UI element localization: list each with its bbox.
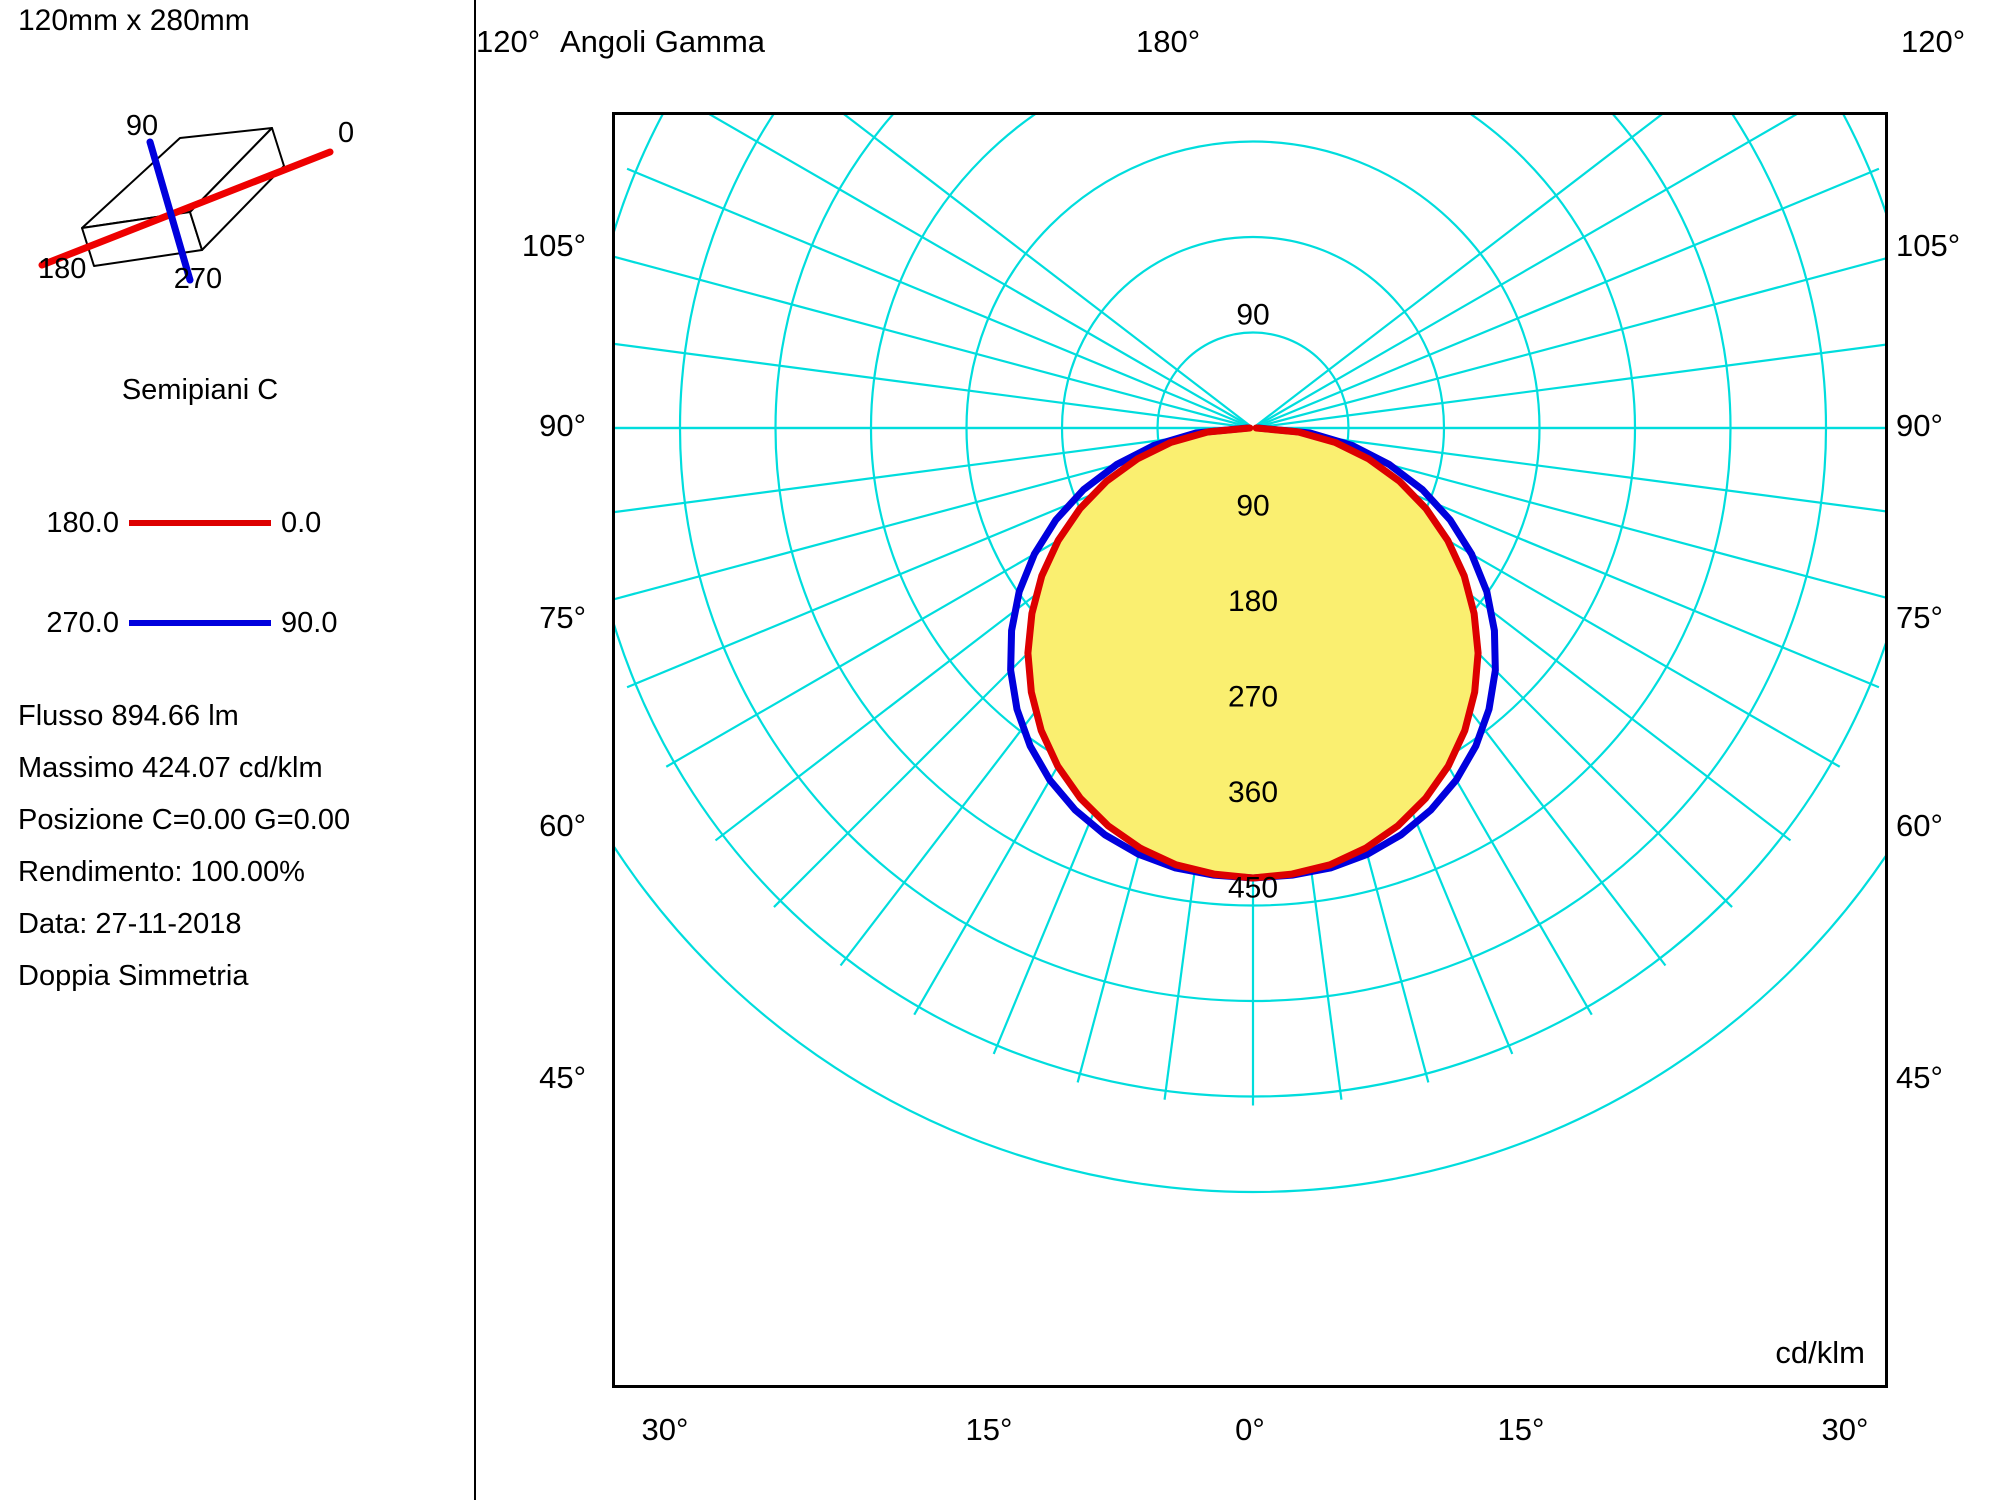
panel-divider bbox=[474, 0, 476, 1500]
axis-left-label-105: 105° bbox=[521, 228, 586, 263]
ring-label-360: 360 bbox=[1228, 776, 1278, 809]
polar-plot-svg: 90 180 270 360 450 90 bbox=[615, 115, 1885, 1193]
legend-item-c180-c0: 180.0 0.0 bbox=[0, 503, 400, 543]
c0-axis-line bbox=[38, 148, 334, 269]
axis-right-label-75: 75° bbox=[1896, 600, 1943, 635]
polar-distribution-curves bbox=[1007, 424, 1499, 882]
ring-label-90: 90 bbox=[1236, 490, 1269, 523]
info-rendimento: Rendimento: 100.00% bbox=[18, 856, 305, 888]
info-panel: 120mm x 280mm 90 0 1 bbox=[0, 0, 475, 1500]
luminaire-label-0: 0 bbox=[338, 117, 354, 149]
header-left-angle: 120° bbox=[476, 24, 541, 59]
legend-left-label: 270.0 bbox=[46, 606, 119, 639]
luminaire-label-90: 90 bbox=[126, 110, 158, 142]
info-flusso: Flusso 894.66 lm bbox=[18, 700, 239, 732]
axis-left-label-60: 60° bbox=[539, 808, 586, 843]
header-right-angle: 120° bbox=[1901, 24, 1966, 59]
header-center-angle: 180° bbox=[1136, 24, 1201, 59]
semipiani-title: Semipiani C bbox=[121, 374, 279, 406]
axis-right-label-60: 60° bbox=[1896, 808, 1943, 843]
info-massimo: Massimo 424.07 cd/klm bbox=[18, 752, 323, 784]
polar-ring-labels: 90 180 270 360 450 90 bbox=[1228, 299, 1278, 905]
luminaire-label-180: 180 bbox=[38, 253, 86, 285]
legend-line-swatch-red bbox=[129, 520, 271, 526]
info-data: Data: 27-11-2018 bbox=[18, 908, 242, 940]
luminaire-label-270: 270 bbox=[174, 263, 222, 290]
dimension-label: 120mm x 280mm bbox=[18, 4, 250, 37]
polar-chart-panel: 120° Angoli Gamma 180° 120° 105° 90° 75°… bbox=[476, 0, 2000, 1500]
ring-label-180: 180 bbox=[1228, 585, 1278, 618]
legend-left-label: 180.0 bbox=[46, 506, 119, 539]
axis-bottom-label-15r: 15° bbox=[1497, 1412, 1545, 1447]
legend-right-label: 90.0 bbox=[281, 606, 338, 639]
c90-axis-line bbox=[146, 138, 194, 284]
legend-item-c270-c90: 270.0 90.0 bbox=[0, 603, 400, 643]
ring-label-270: 270 bbox=[1228, 681, 1278, 714]
info-simmetria: Doppia Simmetria bbox=[18, 960, 249, 992]
axis-left-label-90: 90° bbox=[539, 408, 586, 443]
photometric-info-block: Flusso 894.66 lm Massimo 424.07 cd/klm P… bbox=[18, 700, 458, 1012]
unit-label: cd/klm bbox=[1775, 1335, 1865, 1370]
axis-bottom-label-15l: 15° bbox=[965, 1412, 1013, 1447]
chart-title: Angoli Gamma bbox=[560, 24, 766, 59]
info-posizione: Posizione C=0.00 G=0.00 bbox=[18, 804, 351, 836]
luminaire-diagram: 90 0 180 270 bbox=[30, 100, 370, 295]
axis-right-label-45: 45° bbox=[1896, 1060, 1943, 1095]
polar-plot-area: 90 180 270 360 450 90 cd/klm bbox=[612, 112, 1888, 1388]
axis-bottom-label-30r: 30° bbox=[1821, 1412, 1869, 1447]
axis-right-label-90: 90° bbox=[1896, 408, 1943, 443]
axis-left-label-75: 75° bbox=[539, 600, 586, 635]
ring-label-450: 450 bbox=[1228, 872, 1278, 905]
axis-right-label-105: 105° bbox=[1896, 228, 1961, 263]
axis-left-label-45: 45° bbox=[539, 1060, 586, 1095]
ring-label-top-90: 90 bbox=[1236, 299, 1269, 332]
axis-bottom-label-30l: 30° bbox=[641, 1412, 689, 1447]
legend-line-swatch-blue bbox=[129, 620, 271, 626]
legend-right-label: 0.0 bbox=[281, 506, 322, 539]
polar-distribution-fill bbox=[1027, 428, 1479, 878]
axis-bottom-label-0: 0° bbox=[1235, 1412, 1265, 1447]
